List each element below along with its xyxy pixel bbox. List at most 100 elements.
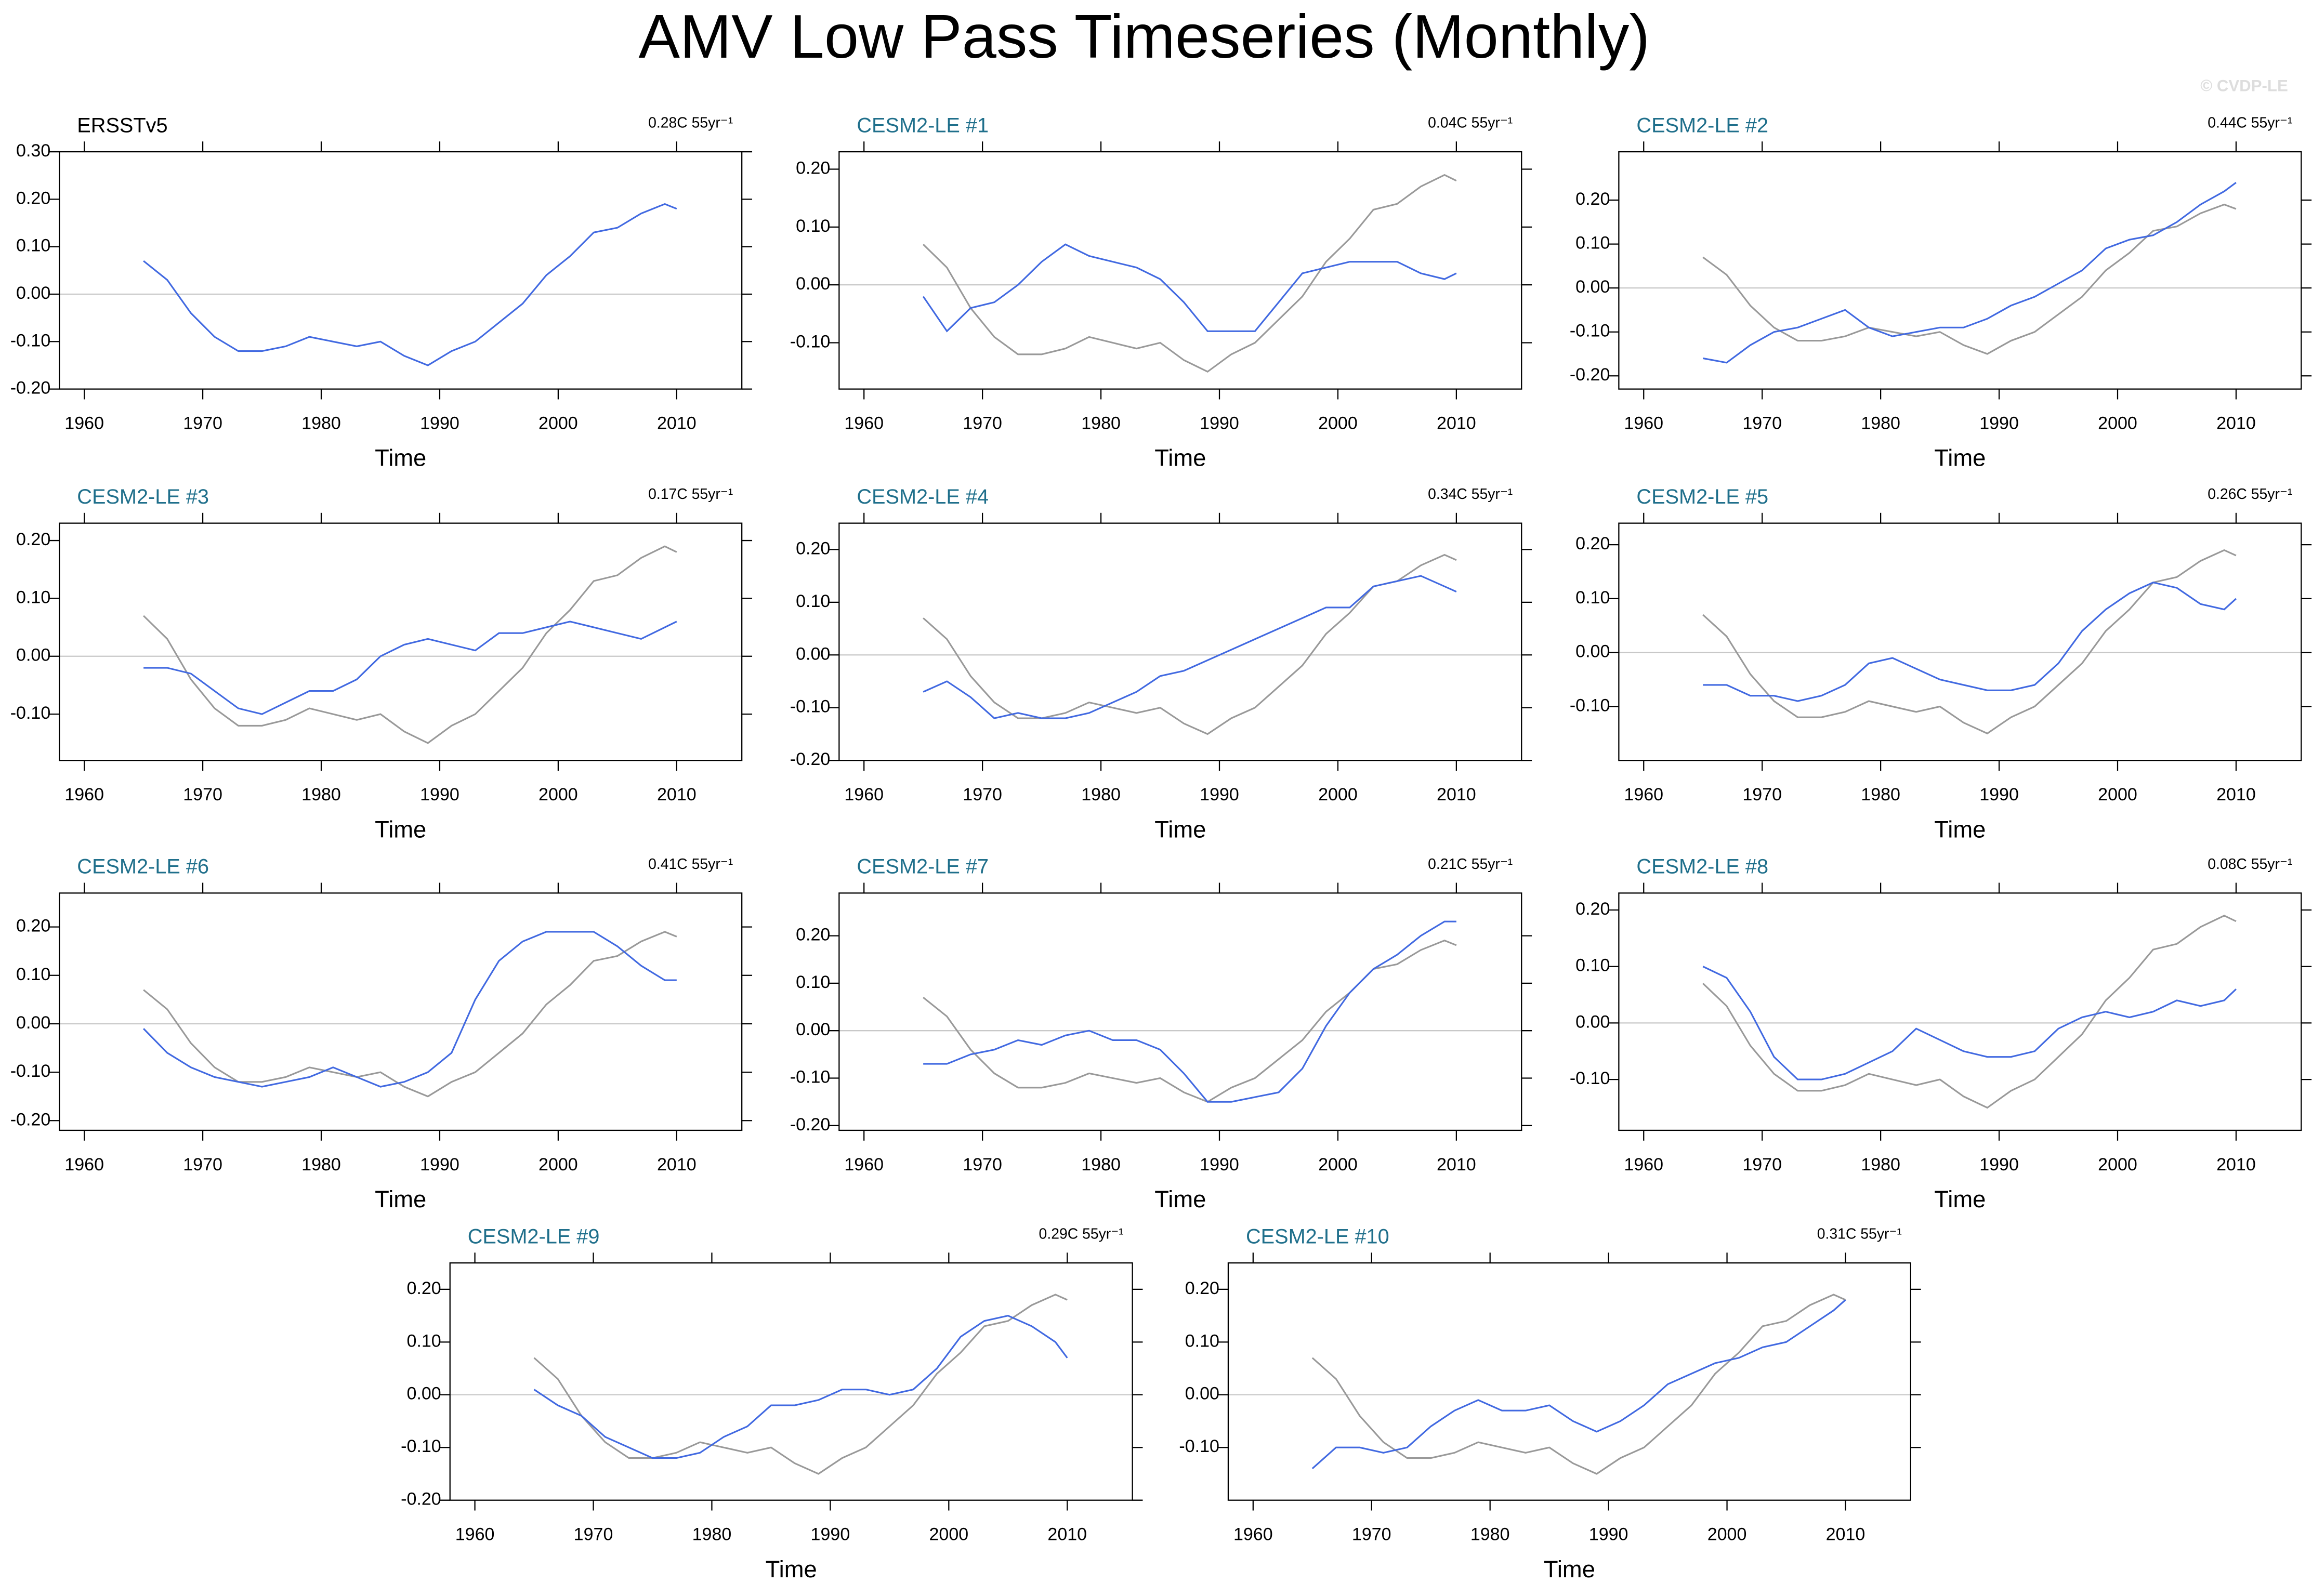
y-tick-label: 0.10 [1575,956,1610,975]
series-line [923,575,1457,719]
trend-label: 0.26C 55yr⁻¹ [2208,486,2292,503]
trend-label: 0.34C 55yr⁻¹ [1428,486,1513,503]
trend-label: 0.04C 55yr⁻¹ [1428,115,1513,131]
x-tick-label: 2010 [2216,785,2256,804]
x-tick-label: 1990 [1979,414,2019,433]
x-axis-label: Time [1934,445,1986,471]
x-tick-label: 1980 [1861,414,1900,433]
y-tick-label: 0.10 [796,216,830,236]
x-tick-label: 1970 [963,785,1002,804]
y-tick-label: 0.10 [16,236,50,256]
x-tick-label: 2000 [1707,1525,1747,1545]
y-tick-label: 0.00 [16,645,50,665]
panel-title: CESM2-LE #4 [857,485,989,508]
y-tick-label: 0.30 [16,141,50,161]
x-tick-label: 2000 [929,1525,968,1545]
x-tick-label: 1970 [183,1155,222,1175]
y-tick-label: -0.20 [1570,365,1610,385]
y-tick-label: 0.00 [406,1384,441,1404]
x-tick-label: 2000 [2098,1155,2137,1175]
panel-title: CESM2-LE #6 [77,855,209,878]
panel: ERSSTv5 0.28C 55yr⁻¹ 1960 1970 1980 1990 2000 2… [10,114,753,471]
x-tick-label: 2000 [1318,785,1358,804]
plot-frame [838,892,1522,1131]
y-tick-label: 0.10 [16,587,50,607]
panel: CESM2-LE #3 0.17C 55yr⁻¹ 1960 1970 1980 1990 2… [10,485,753,842]
panel-title: CESM2-LE #2 [1636,114,1768,137]
y-tick-label: 0.20 [796,538,830,558]
plot-frame [838,151,1522,390]
x-axis-label: Time [766,1556,817,1582]
x-tick-label: 2010 [2216,1155,2256,1175]
panel-title: CESM2-LE #7 [857,855,989,878]
x-axis-label: Time [1154,445,1206,471]
series-line [1702,203,2237,355]
plot-frame [1618,151,2302,390]
x-tick-label: 1980 [1861,785,1900,804]
x-tick-label: 1990 [1200,414,1239,433]
trend-label: 0.08C 55yr⁻¹ [2208,856,2292,873]
y-tick-label: -0.10 [10,1061,51,1081]
y-tick-label: 0.20 [16,530,50,549]
y-tick-label: 0.00 [796,274,830,294]
panel-title: ERSSTv5 [77,114,167,137]
plot-frame [449,1262,1133,1501]
x-axis-label: Time [1934,816,1986,842]
x-tick-label: 2010 [1437,414,1476,433]
y-tick-label: -0.10 [1570,321,1610,341]
x-tick-label: 2000 [538,785,578,804]
panel: CESM2-LE #10 0.31C 55yr⁻¹ 1960 1970 1980 1990… [1179,1225,1921,1582]
x-tick-label: 1990 [420,1155,459,1175]
y-tick-label: 0.20 [16,916,50,936]
panel: CESM2-LE #6 0.41C 55yr⁻¹ 1960 1970 1980 1990 2… [10,855,753,1212]
panel: CESM2-LE #5 0.26C 55yr⁻¹ 1960 1970 1980 1990 2… [1570,485,2312,842]
panel: CESM2-LE #9 0.29C 55yr⁻¹ 1960 1970 1980 1990 2… [401,1225,1143,1582]
x-tick-label: 1970 [1352,1525,1391,1545]
trend-label: 0.28C 55yr⁻¹ [648,115,733,131]
x-tick-label: 1960 [844,785,884,804]
x-tick-label: 1990 [1589,1525,1628,1545]
x-tick-label: 1990 [1979,1155,2019,1175]
series-line [142,931,677,1088]
x-tick-label: 1980 [1470,1525,1510,1545]
plot-frame [1618,892,2302,1131]
x-axis-label: Time [375,816,426,842]
series-line [923,940,1457,1103]
trend-label: 0.17C 55yr⁻¹ [648,486,733,503]
trend-label: 0.29C 55yr⁻¹ [1039,1226,1124,1243]
y-tick-label: -0.10 [1570,695,1610,715]
x-tick-label: 1980 [692,1525,732,1545]
x-tick-label: 1990 [1979,785,2019,804]
panel: CESM2-LE #2 0.44C 55yr⁻¹ 1960 1970 1980 1990 2… [1570,114,2312,471]
y-tick-label: 0.00 [1575,642,1610,662]
trend-label: 0.41C 55yr⁻¹ [648,856,733,873]
y-tick-label: 0.10 [406,1331,441,1351]
plot-frame [59,892,743,1131]
x-tick-label: 2010 [1826,1525,1866,1545]
x-tick-label: 2010 [1047,1525,1087,1545]
series-line [1702,181,2237,364]
x-tick-label: 2010 [657,414,697,433]
x-tick-label: 1990 [420,414,459,433]
x-tick-label: 1960 [455,1525,495,1545]
y-tick-label: -0.10 [790,1067,831,1087]
y-tick-label: -0.10 [790,697,831,717]
x-tick-label: 1960 [64,1155,104,1175]
x-tick-label: 1960 [844,414,884,433]
credit: © CVDP-LE [2200,77,2288,95]
y-tick-label: 0.00 [16,283,50,303]
trend-label: 0.31C 55yr⁻¹ [1817,1226,1902,1243]
x-axis-label: Time [375,445,426,471]
x-tick-label: 2010 [657,1155,697,1175]
x-tick-label: 1970 [1742,785,1782,804]
x-axis-label: Time [1934,1186,1986,1212]
y-tick-label: -0.20 [10,1110,51,1129]
series-line [922,243,1457,333]
y-tick-label: -0.20 [790,749,831,769]
plot-frame [1618,522,2302,761]
y-tick-label: -0.10 [401,1436,441,1456]
x-tick-label: 1960 [1624,1155,1663,1175]
y-tick-label: 0.10 [1575,233,1610,253]
x-tick-label: 2000 [1318,1155,1358,1175]
